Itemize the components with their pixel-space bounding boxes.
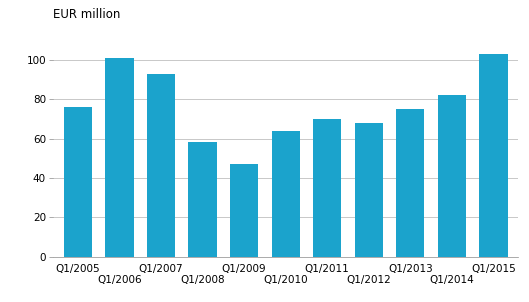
Text: Q1/2005: Q1/2005 (56, 264, 100, 274)
Text: Q1/2010: Q1/2010 (263, 275, 308, 285)
Text: EUR million: EUR million (53, 8, 120, 21)
Bar (354, 123, 383, 257)
Bar (396, 109, 424, 257)
Bar (105, 58, 133, 257)
Text: Q1/2011: Q1/2011 (305, 264, 350, 274)
Text: Q1/2015: Q1/2015 (471, 264, 516, 274)
Bar (479, 54, 508, 257)
Bar (188, 143, 217, 257)
Text: Q1/2013: Q1/2013 (388, 264, 433, 274)
Text: Q1/2007: Q1/2007 (139, 264, 183, 274)
Text: Q1/2008: Q1/2008 (180, 275, 225, 285)
Bar (313, 119, 341, 257)
Bar (63, 107, 92, 257)
Text: Q1/2014: Q1/2014 (430, 275, 475, 285)
Bar (230, 164, 258, 257)
Bar (271, 131, 300, 257)
Text: Q1/2012: Q1/2012 (346, 275, 391, 285)
Bar (147, 73, 175, 257)
Text: Q1/2009: Q1/2009 (222, 264, 267, 274)
Bar (438, 95, 466, 257)
Text: Q1/2006: Q1/2006 (97, 275, 142, 285)
